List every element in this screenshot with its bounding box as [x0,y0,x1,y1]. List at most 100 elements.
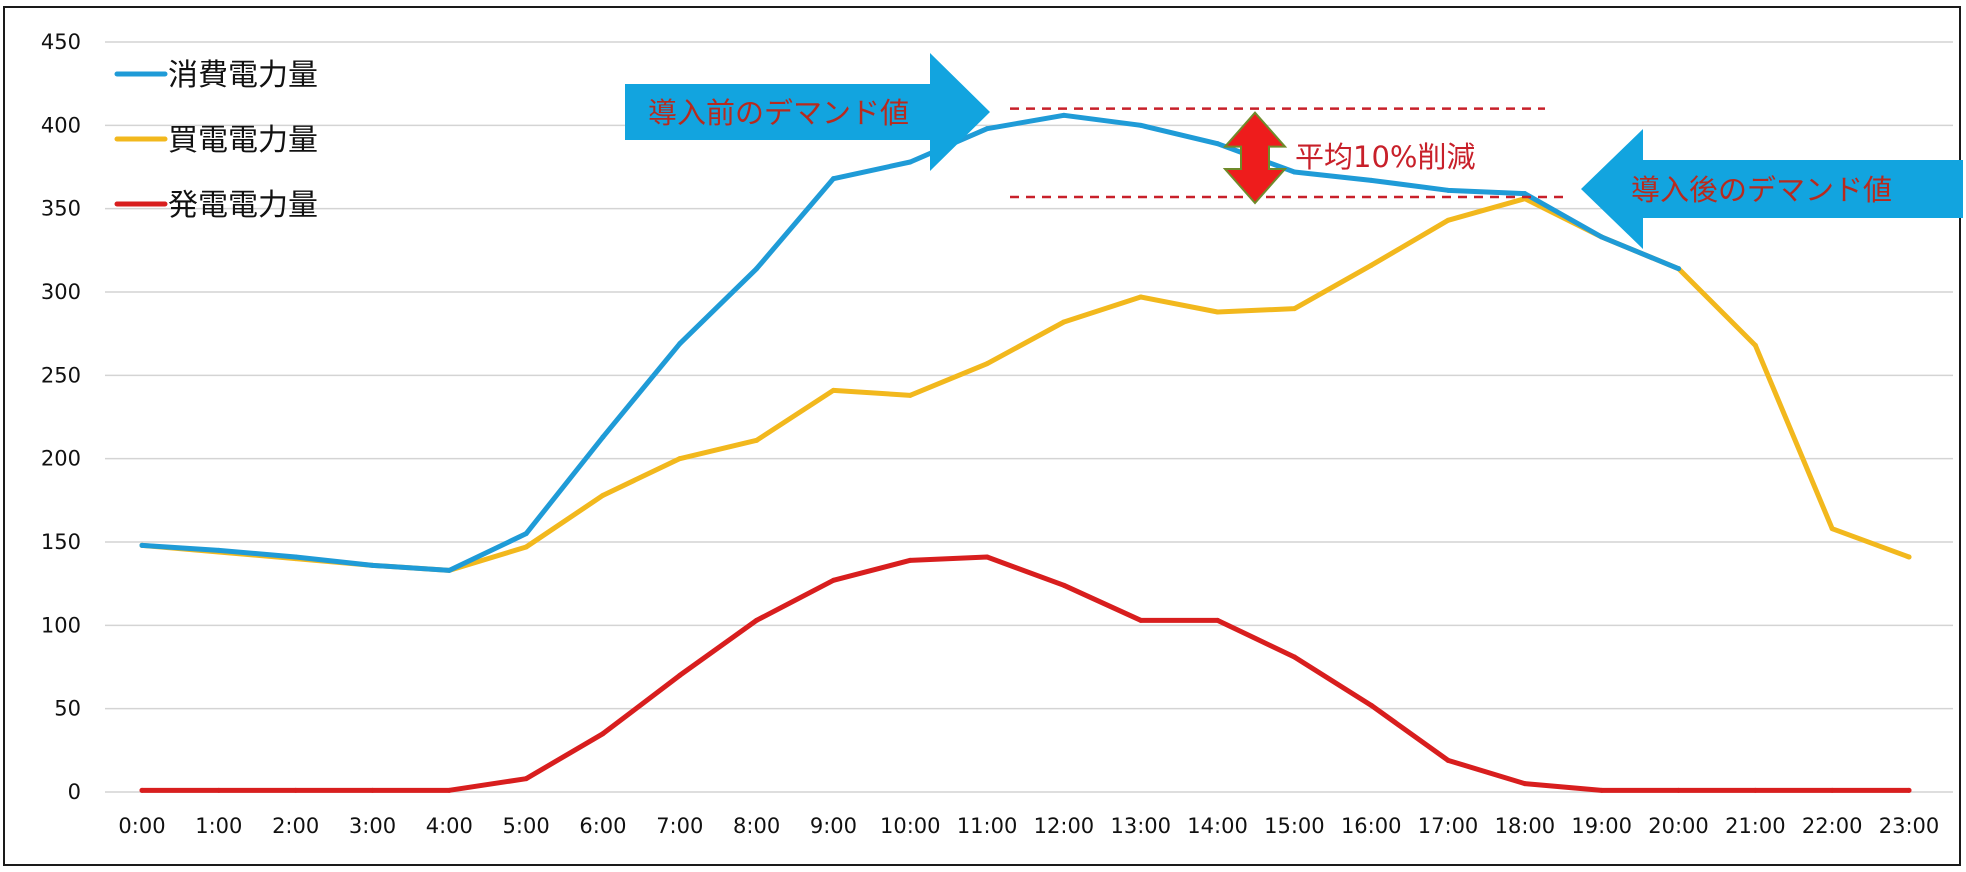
x-tick-label: 6:00 [579,814,626,838]
before-demand-callout-arrow [625,53,990,171]
data-point [754,437,760,443]
data-point [1061,319,1067,325]
data-point [1215,309,1221,315]
y-tick-label: 50 [54,697,81,721]
data-point [600,434,606,440]
x-tick-label: 5:00 [503,814,550,838]
y-axis: 0 50 100 150 200 250 300 350 400 450 [41,30,81,804]
x-tick-label: 12:00 [1034,814,1095,838]
reduction-double-arrow [1222,111,1288,205]
x-tick-label: 18:00 [1495,814,1556,838]
x-tick-label: 21:00 [1725,814,1786,838]
data-point [754,266,760,272]
reduction-label: 平均10%削減 [1295,140,1475,174]
y-tick-label: 200 [41,447,81,471]
data-point [1752,787,1758,793]
x-tick-label: 20:00 [1648,814,1709,838]
data-point [1368,262,1374,268]
x-tick-label: 4:00 [426,814,473,838]
y-tick-label: 0 [68,780,81,804]
data-point [1829,787,1835,793]
x-tick-label: 22:00 [1802,814,1863,838]
data-point [600,731,606,737]
data-point [1599,787,1605,793]
x-tick-label: 11:00 [957,814,1018,838]
data-point [523,531,529,537]
series-layer [139,112,1912,793]
x-tick-label: 19:00 [1571,814,1632,838]
data-point [1215,141,1221,147]
y-tick-label: 300 [41,280,81,304]
series-line-2 [139,554,1912,793]
series-line-0 [139,112,1682,573]
data-point [1445,187,1451,193]
data-point [1522,781,1528,787]
data-point [830,577,836,583]
x-tick-label: 3:00 [349,814,396,838]
legend-entry-label: 買電電力量 [168,123,318,158]
data-point [1906,554,1912,560]
x-tick-label: 10:00 [880,814,941,838]
data-point [1215,617,1221,623]
data-point [1599,234,1605,240]
data-point [446,787,452,793]
y-tick-label: 150 [41,530,81,554]
data-point [446,567,452,573]
line-chart: 0 50 100 150 200 250 300 350 400 450 0:00 1:00 2:00… [41,30,1963,838]
data-point [1445,217,1451,223]
x-tick-label: 14:00 [1187,814,1248,838]
data-point [216,547,222,553]
x-tick-label: 15:00 [1264,814,1325,838]
data-point [677,341,683,347]
x-tick-label: 16:00 [1341,814,1402,838]
before-demand-label: 導入前のデマンド値 [648,96,909,130]
data-point [1829,526,1835,532]
x-tick-label: 1:00 [195,814,242,838]
data-point [216,787,222,793]
legend-entry-label: 消費電力量 [168,58,318,93]
data-point [754,617,760,623]
data-point [1368,177,1374,183]
x-tick-label: 0:00 [118,814,165,838]
data-point [369,787,375,793]
data-point [984,554,990,560]
data-point [139,787,145,793]
grid-layer [105,41,1953,793]
data-point [1752,342,1758,348]
data-point [907,392,913,398]
y-tick-label: 100 [41,613,81,637]
data-point [139,542,145,548]
after-demand-label: 導入後のデマンド値 [1631,173,1892,207]
data-point [1522,191,1528,197]
y-tick-label: 350 [41,197,81,221]
data-point [1291,306,1297,312]
data-point [1676,787,1682,793]
data-point [1676,266,1682,272]
y-tick-label: 400 [41,113,81,137]
data-point [1138,617,1144,623]
data-point [369,562,375,568]
x-tick-label: 9:00 [810,814,857,838]
data-point [1138,294,1144,300]
x-axis: 0:00 1:00 2:00 3:00 4:00 5:00 6:00 7:00 8:00 9:00… [118,814,1939,838]
data-point [1445,757,1451,763]
x-tick-label: 8:00 [733,814,780,838]
data-point [677,456,683,462]
data-point [293,554,299,560]
data-point [830,387,836,393]
x-tick-label: 7:00 [656,814,703,838]
data-point [984,126,990,132]
data-point [600,492,606,498]
data-point [1291,654,1297,660]
legend-entry-label: 発電電力量 [168,188,318,223]
after-demand-callout-arrow [1581,129,1963,249]
data-point [1138,122,1144,128]
x-tick-label: 13:00 [1110,814,1171,838]
data-point [1906,787,1912,793]
annotations: 導入前のデマンド値 導入後のデマンド値 平均10%削減 [625,53,1963,249]
y-tick-label: 450 [41,30,81,54]
data-point [907,557,913,563]
data-point [1061,582,1067,588]
data-point [523,776,529,782]
